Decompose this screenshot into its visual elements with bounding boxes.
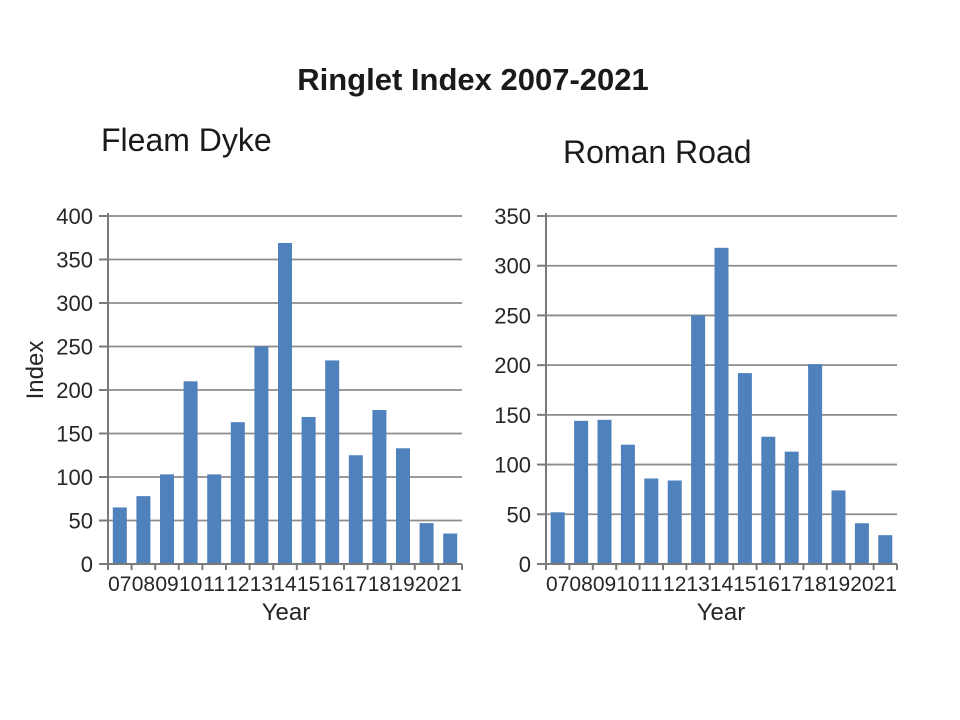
bar-11 (207, 474, 222, 564)
y-tick-label: 250 (56, 335, 93, 360)
bar-20 (419, 523, 434, 564)
x-tick-label: 13 (250, 573, 273, 596)
x-tick-label: 14 (273, 573, 297, 596)
x-tick-label: 18 (803, 573, 826, 596)
x-tick-label: 19 (827, 573, 850, 596)
bar-12 (667, 480, 682, 564)
bar-16 (325, 360, 340, 564)
x-tick-label: 21 (874, 573, 897, 596)
y-tick-label: 150 (56, 422, 93, 447)
y-tick-label: 0 (519, 552, 531, 577)
x-tick-label: 09 (155, 573, 178, 596)
x-tick-label: 17 (780, 573, 803, 596)
bar-08 (136, 496, 151, 564)
x-tick-label: 10 (616, 573, 639, 596)
chart2-x-axis-label: Year (696, 599, 746, 626)
x-tick-label: 20 (850, 573, 873, 596)
bar-15 (737, 373, 752, 564)
y-tick-label: 100 (494, 453, 531, 478)
bar-15 (301, 416, 316, 564)
bar-13 (254, 346, 269, 564)
bar-21 (878, 535, 893, 564)
bar-07 (550, 512, 565, 564)
bar-12 (230, 422, 245, 564)
y-tick-label: 0 (81, 552, 93, 577)
x-tick-label: 11 (203, 573, 225, 596)
bar-14 (714, 247, 729, 564)
bar-09 (160, 474, 174, 564)
x-tick-label: 08 (569, 573, 592, 596)
x-tick-label: 19 (391, 573, 414, 596)
bar-17 (784, 451, 799, 564)
bar-18 (372, 410, 387, 564)
x-tick-label: 07 (546, 573, 569, 596)
bar-07 (112, 507, 127, 564)
y-tick-label: 50 (69, 509, 93, 534)
bar-13 (691, 315, 706, 564)
y-tick-label: 300 (494, 254, 531, 279)
bar-10 (183, 381, 198, 564)
chart1-plot-area: 0 50 100 150 200 250 300 350 400 07 08 09 10 11 12 13 14… (56, 204, 463, 596)
x-tick-label: 10 (179, 573, 202, 596)
y-tick-label: 200 (56, 378, 93, 403)
x-tick-label: 15 (733, 573, 756, 596)
x-tick-label: 16 (757, 573, 780, 596)
y-tick-label: 350 (56, 248, 93, 273)
x-tick-label: 12 (663, 573, 686, 596)
bar-19 (396, 448, 410, 564)
y-tick-label: 150 (494, 403, 531, 428)
bar-11 (644, 478, 659, 564)
bar-17 (348, 455, 363, 564)
bar-08 (574, 420, 589, 564)
x-tick-label: 14 (710, 573, 734, 596)
x-tick-label: 09 (593, 573, 616, 596)
bar-10 (620, 444, 635, 564)
bar-20 (854, 523, 869, 564)
x-tick-label: 20 (415, 573, 438, 596)
bar-14 (278, 242, 292, 564)
y-tick-label: 400 (56, 204, 93, 229)
y-tick-label: 200 (494, 353, 531, 378)
x-tick-label: 17 (344, 573, 367, 596)
x-tick-label: 15 (297, 573, 320, 596)
y-tick-label: 300 (56, 291, 93, 316)
x-tick-label: 21 (439, 573, 462, 596)
y-tick-label: 100 (56, 465, 93, 490)
chart2-title: Roman Road (563, 134, 752, 170)
page-title: Ringlet Index 2007-2021 (297, 62, 649, 97)
bar-19 (831, 490, 846, 564)
x-tick-label: 16 (321, 573, 344, 596)
x-tick-label: 11 (640, 573, 662, 596)
chart1-title: Fleam Dyke (101, 122, 272, 158)
bar-16 (761, 436, 776, 564)
y-tick-label: 350 (494, 204, 531, 229)
x-tick-label: 13 (686, 573, 709, 596)
x-tick-label: 12 (226, 573, 249, 596)
y-tick-label: 250 (494, 303, 531, 328)
bar-09 (597, 419, 612, 564)
chart1-x-axis-label: Year (261, 599, 311, 626)
bar-18 (808, 364, 823, 564)
y-tick-label: 50 (507, 502, 531, 527)
x-tick-label: 08 (132, 573, 155, 596)
bar-21 (443, 533, 458, 564)
x-tick-label: 18 (368, 573, 391, 596)
x-tick-label: 07 (108, 573, 131, 596)
